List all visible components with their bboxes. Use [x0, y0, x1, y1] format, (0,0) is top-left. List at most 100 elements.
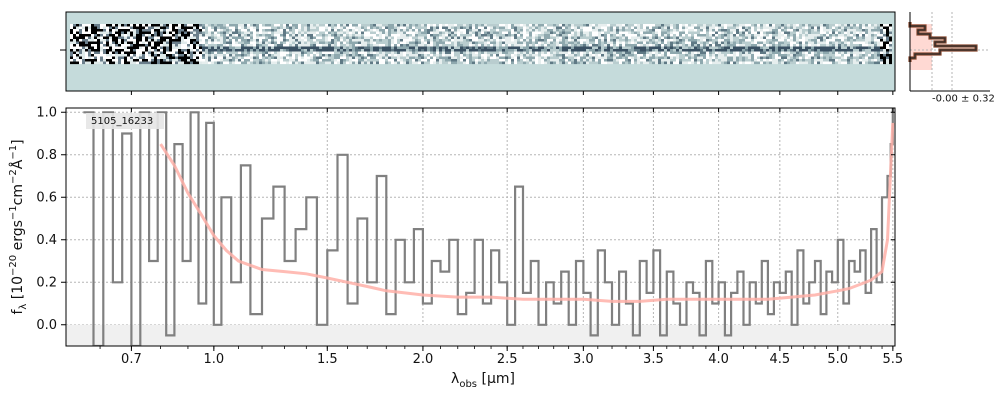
spectrum-2d-pixel	[475, 41, 478, 45]
spectrum-2d-pixel	[424, 39, 427, 42]
spectrum-2d-pixel	[286, 24, 289, 27]
spectrum-2d-pixel	[307, 46, 310, 50]
spectrum-2d-pixel	[418, 39, 421, 42]
spectrum-2d-pixel	[487, 36, 490, 40]
spectrum-2d-pixel	[739, 31, 742, 35]
spectrum-2d-pixel	[619, 34, 622, 37]
spectrum-2d-pixel	[832, 51, 835, 55]
spectrum-2d-pixel	[505, 49, 508, 52]
spectrum-2d-pixel	[733, 39, 736, 42]
spectrum-2d-pixel	[637, 36, 640, 40]
spectrum-2d-pixel	[478, 61, 481, 65]
spectrum-2d-pixel	[400, 49, 403, 52]
spectrum-2d-pixel	[715, 49, 718, 52]
spectrum-2d-pixel	[661, 39, 664, 42]
spectrum-2d-pixel	[391, 34, 394, 37]
spectrum-2d-pixel	[223, 31, 226, 35]
spectrum-2d-pixel	[439, 41, 442, 45]
spectrum-2d-pixel	[469, 39, 472, 42]
spectrum-2d-pixel	[814, 41, 817, 45]
spectrum-2d-pixel	[337, 54, 340, 57]
spectrum-2d-pixel	[562, 34, 565, 37]
spectrum-2d-pixel	[835, 54, 838, 57]
spectrum-2d-pixel	[220, 39, 223, 42]
spectrum-2d-pixel	[499, 49, 502, 52]
spectrum-2d-pixel	[232, 29, 235, 32]
spectrum-2d-pixel	[229, 24, 232, 27]
spectrum-2d-pixel	[478, 54, 481, 57]
spectrum-2d-pixel	[79, 31, 82, 35]
spectrum-2d-pixel	[475, 39, 478, 42]
spectrum-2d-pixel	[481, 59, 484, 62]
spectrum-2d-pixel	[466, 39, 469, 42]
spectrum-2d-pixel	[463, 51, 466, 55]
spectrum-2d-pixel	[289, 41, 292, 45]
spectrum-2d-pixel	[520, 24, 523, 27]
spectrum-2d-pixel	[757, 46, 760, 50]
spectrum-2d-pixel	[406, 39, 409, 42]
spectrum-2d-pixel	[400, 41, 403, 45]
spectrum-2d-pixel	[448, 46, 451, 50]
spectrum-2d-pixel	[454, 24, 457, 27]
spectrum-2d-pixel	[451, 44, 454, 47]
spectrum-2d-pixel	[73, 44, 76, 47]
spectrum-2d-pixel	[841, 34, 844, 37]
spectrum-2d-pixel	[625, 61, 628, 65]
spectrum-2d-pixel	[139, 31, 142, 35]
spectrum-2d-pixel	[733, 61, 736, 65]
spectrum-2d-pixel	[394, 59, 397, 62]
spectrum-2d-pixel	[835, 36, 838, 40]
spectrum-2d-pixel	[532, 59, 535, 62]
spectrum-2d-pixel	[625, 46, 628, 50]
spectrum-2d-pixel	[520, 41, 523, 45]
spectrum-2d-pixel	[499, 36, 502, 40]
spectrum-2d-pixel	[748, 54, 751, 57]
spectrum-2d-pixel	[367, 49, 370, 52]
spectrum-2d-pixel	[811, 51, 814, 55]
spectrum-2d-pixel	[601, 54, 604, 57]
spectrum-2d-pixel	[727, 44, 730, 47]
spectrum-2d-pixel	[412, 46, 415, 50]
spectrum-2d-pixel	[259, 29, 262, 32]
spectrum-2d-pixel	[736, 39, 739, 42]
spectrum-2d-pixel	[463, 54, 466, 57]
spectrum-2d-pixel	[694, 56, 697, 60]
x-tick-label: 3.0	[573, 352, 594, 367]
spectrum-2d-pixel	[691, 49, 694, 52]
spectrum-2d-pixel	[124, 29, 127, 32]
spectrum-2d-pixel	[622, 61, 625, 65]
spectrum-2d-pixel	[187, 56, 190, 60]
spectrum-2d-pixel	[223, 24, 226, 27]
spectrum-2d-pixel	[706, 29, 709, 32]
spectrum-2d-pixel	[442, 54, 445, 57]
spectrum-2d-pixel	[271, 31, 274, 35]
spectrum-2d-pixel	[298, 56, 301, 60]
spectrum-2d-pixel	[700, 49, 703, 52]
spectrum-2d-pixel	[469, 61, 472, 65]
spectrum-2d-pixel	[811, 49, 814, 52]
spectrum-2d-pixel	[625, 49, 628, 52]
spectrum-2d-pixel	[739, 34, 742, 37]
spectrum-2d-pixel	[304, 24, 307, 27]
spectrum-2d-pixel	[112, 36, 115, 40]
spectrum-2d-pixel	[535, 41, 538, 45]
spectrum-2d-pixel	[565, 26, 568, 30]
spectrum-2d-pixel	[259, 56, 262, 60]
spectrum-2d-pixel	[547, 56, 550, 60]
spectrum-2d-pixel	[496, 61, 499, 65]
spectrum-2d-pixel	[88, 46, 91, 50]
spectrum-2d-pixel	[223, 51, 226, 55]
spectrum-2d-pixel	[181, 46, 184, 50]
spectrum-2d-pixel	[283, 34, 286, 37]
spectrum-2d-pixel	[250, 29, 253, 32]
spectrum-2d-pixel	[484, 29, 487, 32]
spectrum-2d-pixel	[580, 36, 583, 40]
spectrum-2d-pixel	[601, 56, 604, 60]
spectrum-2d-pixel	[268, 24, 271, 27]
spectrum-2d-pixel	[403, 31, 406, 35]
spectrum-2d-pixel	[802, 31, 805, 35]
spectrum-2d-pixel	[361, 36, 364, 40]
spectrum-2d-pixel	[676, 49, 679, 52]
spectrum-2d-pixel	[136, 56, 139, 60]
spectrum-2d-pixel	[508, 34, 511, 37]
